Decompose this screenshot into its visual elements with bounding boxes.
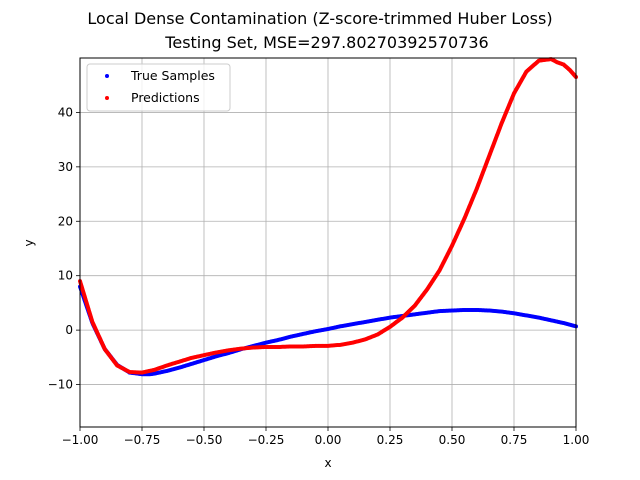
y-tick-label: 30	[58, 160, 73, 174]
x-tick-label: −0.75	[124, 433, 161, 447]
x-tick-label: 0.25	[377, 433, 404, 447]
legend-label-predictions: Predictions	[131, 90, 200, 105]
y-tick-label: 10	[58, 269, 73, 283]
x-tick-label: 0.50	[439, 433, 466, 447]
series-predictions	[78, 57, 578, 375]
x-tick-label: 1.00	[563, 433, 590, 447]
y-tick-label: 0	[65, 323, 73, 337]
x-tick-label: −0.50	[186, 433, 223, 447]
y-tick-label: 20	[58, 214, 73, 228]
y-axis-label: y	[22, 239, 36, 246]
x-tick-label: 0.00	[315, 433, 342, 447]
legend: True Samples Predictions	[86, 63, 231, 112]
x-tick-label: −1.00	[62, 433, 99, 447]
chart-subtitle: Testing Set, MSE=297.80270392570736	[164, 33, 488, 52]
legend-box	[86, 63, 231, 112]
plot-data	[78, 57, 578, 377]
x-tick-label: 0.75	[501, 433, 528, 447]
chart-title: Local Dense Contamination (Z-score-trimm…	[87, 9, 552, 28]
x-tick-label: −0.25	[248, 433, 285, 447]
y-tick-label: −10	[48, 378, 73, 392]
legend-marker-true-samples	[105, 74, 109, 78]
y-tick-label: 40	[58, 105, 73, 119]
axes: −1.00 −0.75 −0.50 −0.25 0.00 0.25 0.50 0.75 1.00…	[48, 105, 590, 447]
legend-label-true-samples: True Samples	[130, 68, 215, 83]
legend-marker-predictions	[105, 96, 109, 100]
x-axis-label: x	[324, 456, 331, 470]
